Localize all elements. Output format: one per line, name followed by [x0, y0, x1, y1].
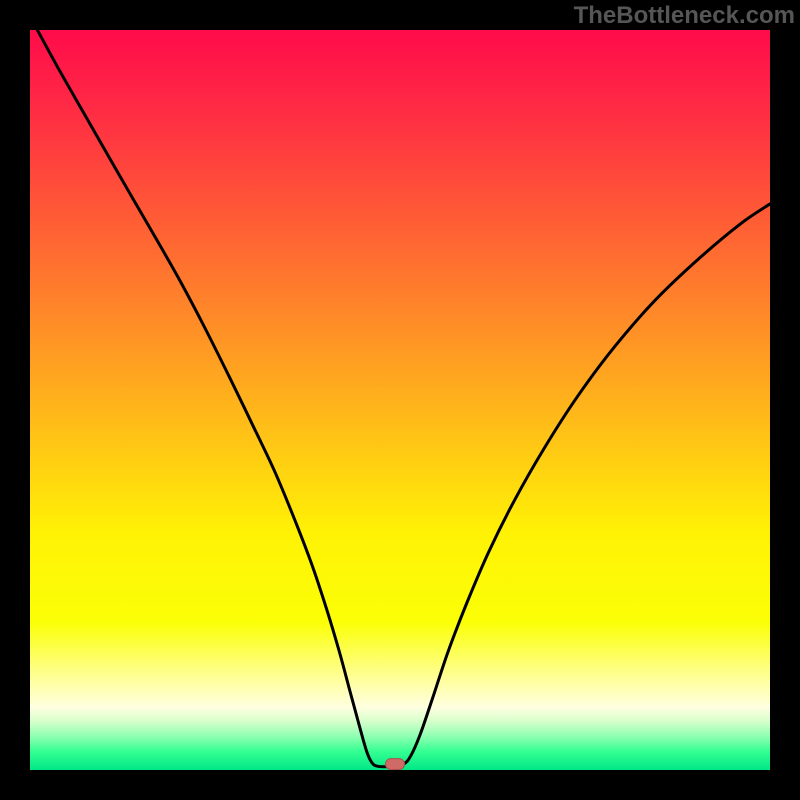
- gradient-svg: [30, 30, 770, 770]
- optimum-marker: [385, 758, 405, 770]
- plot-area: [30, 30, 770, 770]
- gradient-rect: [30, 30, 770, 770]
- watermark-text: TheBottleneck.com: [574, 2, 795, 30]
